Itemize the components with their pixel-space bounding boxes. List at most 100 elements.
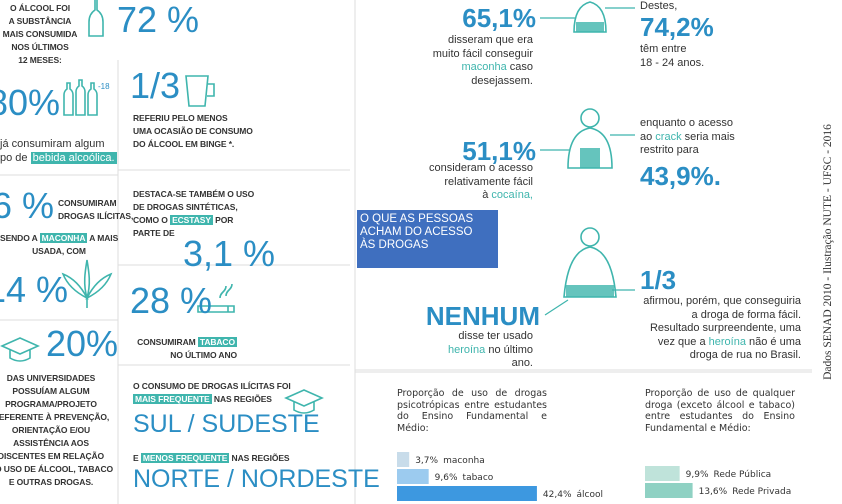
text-line: po de bebida alcoólica.	[0, 151, 117, 166]
text-segment: SENDO A	[0, 233, 40, 243]
text-line: afirmou, porém, que conseguiria	[643, 295, 801, 307]
text-line: MAIS FREQUENTE NAS REGIÕES	[133, 393, 291, 406]
text-block: CONSUMIRAM TABACO NO ÚLTIMO ANO	[133, 336, 237, 362]
big-number: 74,2%	[640, 12, 714, 42]
category-label: tabaco	[463, 473, 494, 483]
box-title: O QUE AS PESSOAS ACHAM DO ACESSO ÀS DROG…	[360, 213, 474, 251]
big-number: 51,1%	[462, 136, 536, 166]
text-block: consideram o acesso relativamente fácil à …	[400, 162, 533, 203]
value-label: 9,6%	[435, 473, 458, 483]
chart-title: Proporção de uso de drogas psicotrópicas…	[397, 388, 547, 434]
bar	[397, 486, 537, 501]
text-line: CONSUMIRAM	[58, 198, 117, 208]
text-segment: não é uma	[745, 335, 801, 348]
text-line: relativamente fácil	[444, 175, 533, 188]
text-line: USADA, COM	[32, 246, 86, 256]
text-line: COMO O ECSTASY POR	[133, 214, 254, 227]
text-line: 12 MESES:	[18, 55, 62, 65]
text-line: já consumiram algum	[0, 138, 105, 150]
highlight: cocaína,	[491, 189, 533, 201]
credit: Dados SENAD 2010 - Ilustração NUTE - UFS…	[822, 124, 834, 380]
big-number: 65,1%	[462, 3, 536, 33]
age-tag: -18	[98, 82, 110, 91]
text-line: à cocaína,	[400, 189, 533, 203]
text-line: disseram que era	[448, 34, 533, 46]
region: SUL / SUDESTE	[133, 410, 320, 438]
text-line: E MENOS FREQUENTE NAS REGIÕES	[133, 452, 290, 465]
bar	[397, 452, 410, 467]
text-line: PROGRAMA/PROJETO	[5, 399, 97, 409]
text-segment: caso	[506, 61, 533, 73]
text-block: REFERIU PELO MENOS UMA OCASIÃO DE CONSUMO…	[133, 112, 253, 151]
highlight: bebida alcoólica.	[30, 151, 117, 164]
text-line: O CONSUMO DE DROGAS ILÍCITAS FOI	[133, 381, 291, 391]
highlight: crack	[655, 130, 682, 143]
bar-label: 9,6% tabaco	[435, 473, 494, 483]
text-line: muito fácil conseguir	[432, 47, 533, 60]
bar-label: 42,4% álcool	[543, 490, 603, 500]
category-label: maconha	[443, 456, 485, 466]
text-line: CONSUMIRAM TABACO	[133, 336, 237, 349]
text-line: enquanto o acesso	[640, 117, 733, 129]
highlight: maconha	[461, 61, 507, 73]
value-label: 9,9%	[686, 470, 709, 480]
value-label: 3,7%	[415, 456, 438, 466]
text-line: DROGAS ILÍCITAS,	[58, 211, 134, 221]
region: NORTE / NORDESTE	[133, 465, 380, 493]
value-label: 13,6%	[699, 487, 728, 497]
text-line: droga de rua no Brasil.	[689, 349, 801, 361]
category-label: Rede Privada	[732, 487, 791, 497]
highlight: ECSTASY	[170, 215, 213, 225]
highlight: heroína	[447, 343, 486, 356]
text-line: 18 - 24 anos.	[640, 56, 705, 69]
bar-label: 3,7% maconha	[415, 456, 485, 466]
text-segment: NAS REGIÕES	[229, 453, 290, 463]
text-segment: seria mais	[681, 130, 735, 143]
text-line: DE DROGAS SINTÉTICAS,	[133, 202, 238, 212]
text-line: vez que a heroína não é uma	[620, 336, 801, 350]
text-line: REFERENTE À PREVENÇÃO,	[0, 412, 110, 422]
text-line: AO USO DE ÁLCOOL, TABACO	[0, 464, 113, 474]
text-line: Resultado surpreendente, uma	[649, 322, 801, 334]
text-line: UMA OCASIÃO DE CONSUMO	[133, 126, 253, 136]
big-number: NENHUM	[425, 301, 540, 331]
text-segment: vez que a	[657, 335, 709, 348]
text-line: têm entre	[640, 43, 687, 55]
big-number: 1/3	[130, 65, 181, 106]
category-label: Rede Pública	[714, 470, 772, 480]
big-number: 28 %	[130, 280, 213, 321]
text-block: O ÁLCOOL FOI A SUBSTÂNCIA MAIS CONSUMIDA NO…	[0, 2, 80, 67]
bar-label: 13,6% Rede Privada	[699, 487, 792, 497]
text-block: disseram que era muito fácil conseguir mac…	[400, 34, 533, 88]
big-number: 43,9%.	[640, 161, 721, 191]
text-line: NO ÚLTIMO ANO	[170, 350, 237, 360]
text-line: heroína no último	[420, 344, 533, 358]
text-block: já consumiram algum po de bebida alcoólic…	[0, 138, 117, 166]
text-line: ASSISTÊNCIA AOS	[13, 438, 89, 448]
text-line: restrito para	[640, 144, 699, 156]
text-line: NOS ÚLTIMOS	[11, 42, 69, 52]
text-block: têm entre 18 - 24 anos.	[640, 43, 704, 70]
big-number: 14 %	[0, 269, 69, 310]
text-segment: CONSUMIRAM	[137, 337, 198, 347]
big-number: 72 %	[117, 0, 200, 40]
text-block: enquanto o acesso ao crack seria mais rest…	[640, 117, 735, 158]
text-line: A SUBSTÂNCIA	[8, 16, 72, 26]
dividers	[0, 0, 812, 504]
question-box	[357, 210, 498, 268]
highlight: MACONHA	[39, 233, 88, 243]
text-line: MAIS CONSUMIDA	[2, 29, 78, 39]
text-line: REFERIU PELO MENOS	[133, 113, 228, 123]
text-line: ano.	[511, 357, 533, 369]
text-line: SENDO A MACONHA A MAIS	[0, 232, 118, 245]
chart-title: Proporção de uso de qualquer droga (exce…	[645, 388, 795, 434]
text-segment: no último	[485, 343, 533, 356]
text-block: CONSUMIRAM DROGAS ILÍCITAS,	[58, 197, 133, 223]
text-block: E MENOS FREQUENTE NAS REGIÕES	[133, 452, 290, 465]
big-number: 6 %	[0, 185, 55, 226]
figure-fills	[566, 22, 614, 297]
highlight: TABACO	[197, 337, 237, 347]
text-segment: po de	[0, 151, 31, 164]
